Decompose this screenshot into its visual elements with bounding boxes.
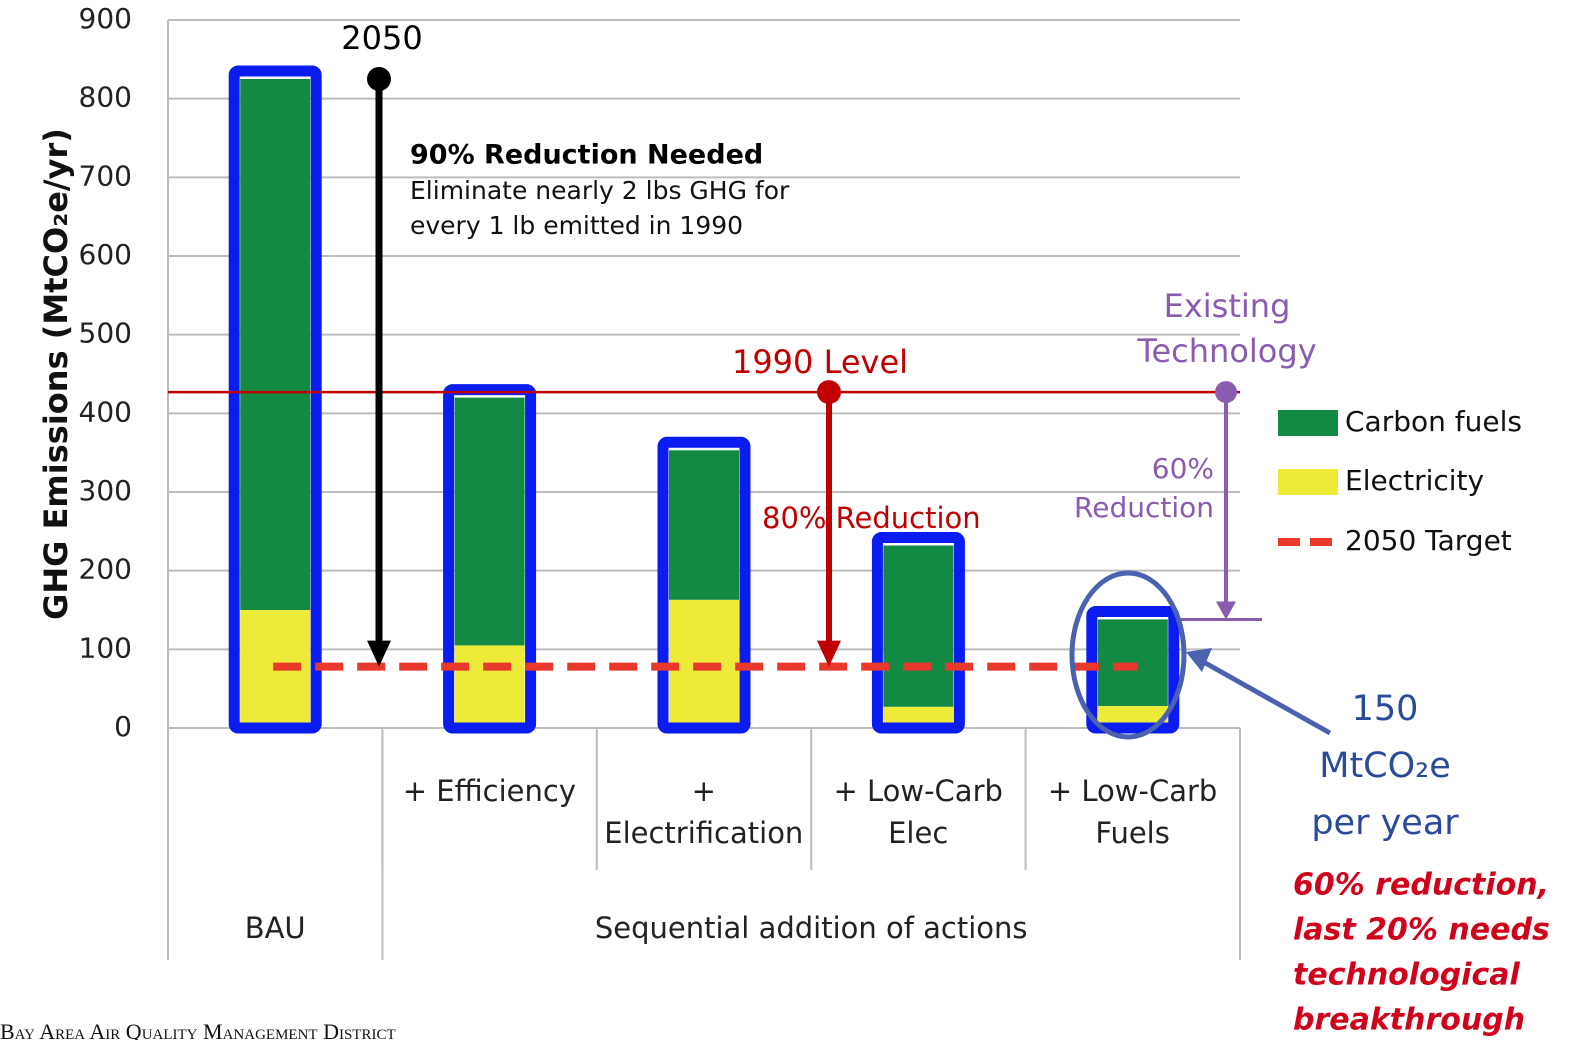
arrow-80-head [817, 640, 841, 667]
legend-label: Electricity [1345, 464, 1484, 497]
bar-segment [240, 79, 311, 610]
y-tick-label: 300 [79, 474, 132, 507]
y-tick-label: 700 [79, 159, 132, 192]
bar-segment [454, 397, 525, 646]
group-label: Sequential addition of actions [595, 911, 1028, 945]
bar-segment [1097, 705, 1168, 728]
y-tick-label: 200 [79, 553, 132, 586]
y-tick-label: 400 [79, 395, 132, 428]
y-tick-label: 500 [79, 317, 132, 350]
annotation: MtCO₂e [1319, 746, 1450, 786]
annotation: last 20% needs [1293, 913, 1550, 948]
annotation: per year [1311, 803, 1459, 843]
legend-label: Carbon fuels [1345, 405, 1522, 438]
annotation: Eliminate nearly 2 lbs GHG for [410, 176, 790, 205]
y-tick-label: 900 [79, 2, 132, 35]
annotation: 80% Reduction [762, 501, 981, 535]
x-tick-label: + Electrification [604, 774, 804, 850]
highlight-box [443, 384, 537, 734]
bar-segment [883, 545, 954, 707]
x-tick-label: + Low-Carb Fuels [1047, 774, 1218, 850]
highlight-ellipse [1069, 570, 1187, 740]
annotation: Existing [1164, 287, 1291, 325]
legend-label: 2050 Target [1345, 524, 1512, 557]
annotation: 60% reduction, [1293, 868, 1549, 903]
highlight-box [657, 436, 751, 734]
annotation: every 1 lb emitted in 1990 [410, 211, 743, 240]
annotation: 2050 [341, 19, 422, 57]
x-tick-label: + Low-Carb Elec [833, 774, 1003, 850]
annotation: Technology [1136, 332, 1316, 370]
reference-label: 1990 Level [732, 343, 908, 381]
y-tick-label: 0 [114, 710, 132, 743]
annotation: 90% Reduction Needed [410, 140, 763, 171]
bar-segment [669, 450, 739, 600]
annotation: breakthrough [1293, 1003, 1525, 1038]
x-tick-label: + Efficiency [402, 774, 576, 808]
legend-swatch [1278, 469, 1338, 495]
pointer-head [1186, 648, 1212, 672]
highlight-box [871, 531, 965, 734]
annotation: 150 [1352, 689, 1419, 729]
y-axis-label: GHG Emissions (MtCO₂e/yr) [37, 128, 75, 620]
annotation: technological [1293, 958, 1520, 993]
y-tick-label: 800 [79, 81, 132, 114]
legend-swatch [1278, 410, 1338, 436]
pointer [1198, 657, 1332, 736]
highlight-box [228, 65, 322, 734]
y-tick-label: 600 [79, 238, 132, 271]
footer: Bay Area Air Quality Management District [0, 1019, 396, 1040]
y-tick-label: 100 [79, 631, 132, 664]
annotation: Reduction [1074, 491, 1214, 524]
group-label: BAU [245, 911, 306, 945]
bar-segment [454, 645, 525, 728]
annotation: 60% [1152, 452, 1214, 485]
arrow-2050-head [367, 640, 391, 667]
arrow-60-head [1216, 601, 1236, 620]
